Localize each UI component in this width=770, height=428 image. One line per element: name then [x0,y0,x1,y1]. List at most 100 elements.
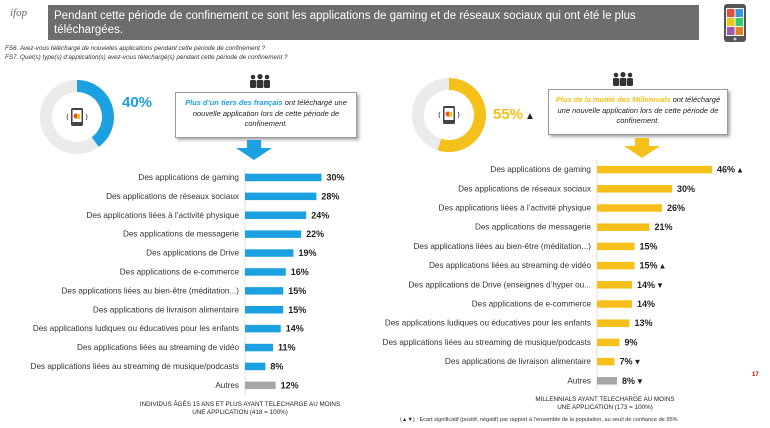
question-fs7: FS7. Quel(s) type(s) d’application(s) av… [5,54,288,61]
page-number: 17 [752,372,759,378]
category-label: Autres [215,381,239,390]
bar [597,261,635,270]
category-label: Des applications de réseaux sociaux [106,192,239,201]
bar [597,338,620,347]
category-label: Des applications de livraison alimentair… [445,357,592,366]
bar [245,287,284,295]
data-label: 11% [278,343,296,353]
data-label: 16% [291,267,309,277]
people-group-icon-right [613,72,633,86]
category-label: Des applications de messagerie [123,230,239,239]
category-label: Des applications de e-commerce [120,267,240,276]
bar [245,362,266,371]
category-label: Des applications liées au bien-être (méd… [62,286,240,295]
bar [597,223,650,231]
callout-left-text: ont téléchargé une nouvelle application … [192,98,347,128]
category-label: Des applications liées au streaming de v… [77,343,239,352]
bar [245,249,294,257]
bar [597,300,632,308]
footer-left-line2: UNE APPLICATION (418 = 100%) [192,409,288,416]
bar [245,324,281,333]
significance-legend: (▲▼) : Ecart significatif (positif, néga… [400,417,678,423]
data-label: 13% [635,318,653,328]
category-label: Des applications liées au bien-être (méd… [414,242,592,251]
data-label-with-marker: 8%▼ [622,376,644,386]
footer-left: INDIVIDUS ÂGÉS 15 ANS ET PLUS AYANT TELE… [135,401,345,417]
ifop-logo: ifop [6,6,42,38]
footer-right-line2: UNE APPLICATION (173 = 100%) [557,404,653,411]
category-label: Des applications liées à l’activité phys… [439,204,592,213]
callout-left: Plus d’un tiers des français ont télécha… [175,92,357,138]
callout-right: Plus de la moitié des Millennials ont té… [548,89,728,135]
footer-right: MILLENNIALS AYANT TELECHARGE AU MOINS UN… [510,396,700,412]
significance-marker: ▼ [656,281,664,290]
donut-chart-left [40,80,114,154]
data-label: 22% [306,229,324,239]
question-fs6: FS6. Avez-vous téléchargé de nouvelles a… [5,45,266,52]
category-label: Des applications de réseaux sociaux [458,184,591,193]
phone-icon [438,106,460,124]
data-label-with-marker: 46%▲ [717,165,744,175]
category-label: Des applications ludiques ou éducatives … [33,324,239,333]
data-label: 26% [667,203,685,213]
bar [245,268,286,276]
data-label: 15% [288,305,306,315]
category-label: Des applications liées au streaming de v… [429,261,591,270]
category-label: Des applications de e-commerce [472,300,592,309]
callout-right-bold: Plus de la moitié des Millennials [555,95,671,104]
bar [245,173,322,182]
data-label: 28% [321,191,339,201]
arrow-down-icon-left [236,140,272,160]
category-label: Des applications ludiques ou éducatives … [385,319,591,328]
significance-marker: ▲ [659,262,667,271]
significance-marker: ▲ [736,166,744,175]
footer-right-line1: MILLENNIALS AYANT TELECHARGE AU MOINS [535,396,675,403]
category-label: Des applications de Drive [146,249,239,258]
category-label: Des applications de gaming [138,173,239,182]
data-label: 9% [625,337,638,347]
donut-segment [437,78,486,152]
people-group-icon-left [250,74,270,88]
bar [245,211,307,219]
bar [597,281,632,289]
smartphone-apps-icon [724,4,746,42]
title-bar: Pendant cette période de confinement ce … [48,5,699,40]
bar [245,381,276,390]
bar [245,230,302,238]
callout-right-text: ont téléchargé une nouvelle application … [557,95,721,125]
data-label: 14% [286,324,304,334]
bar [597,185,672,193]
significance-marker: ▼ [636,377,644,386]
category-label: Autres [567,376,591,385]
bar-chart-left: Des applications de gaming 30% Des applica… [31,168,345,395]
bar [597,242,635,251]
category-label: Des applications de Drive (enseignes d’h… [409,280,592,289]
data-label: 30% [327,172,345,182]
bar [245,306,284,314]
percent-right: 55% [493,106,524,123]
percent-left: 40% [122,94,153,111]
footer-left-line1: INDIVIDUS ÂGÉS 15 ANS ET PLUS AYANT TELE… [139,401,341,408]
callout-left-bold: Plus d’un tiers des français [185,98,283,107]
category-label: Des applications liées au streaming de m… [383,338,591,347]
category-label: Des applications liées au streaming de m… [31,362,239,371]
data-label: 19% [298,248,316,258]
category-label: Des applications de livraison alimentair… [93,305,240,314]
arrow-down-icon-right [624,138,660,158]
bar-chart-right: Des applications de gaming 46%▲ Des applic… [383,160,744,391]
data-label: 15% [288,286,306,296]
data-label-with-marker: 7%▼ [620,357,642,367]
data-label: 24% [311,210,329,220]
data-label-with-marker: 15%▲ [640,261,667,271]
bar [597,165,712,174]
category-label: Des applications de messagerie [475,223,591,232]
donut-segment [76,80,114,147]
category-label: Des applications de gaming [490,165,591,174]
data-label-with-marker: 14%▼ [637,280,664,290]
data-label: 14% [637,299,655,309]
header: ifop Pendant cette période de confinemen… [0,0,770,44]
significance-up-icon: ▲ [525,111,535,122]
bar [597,357,615,366]
bar [245,343,274,352]
